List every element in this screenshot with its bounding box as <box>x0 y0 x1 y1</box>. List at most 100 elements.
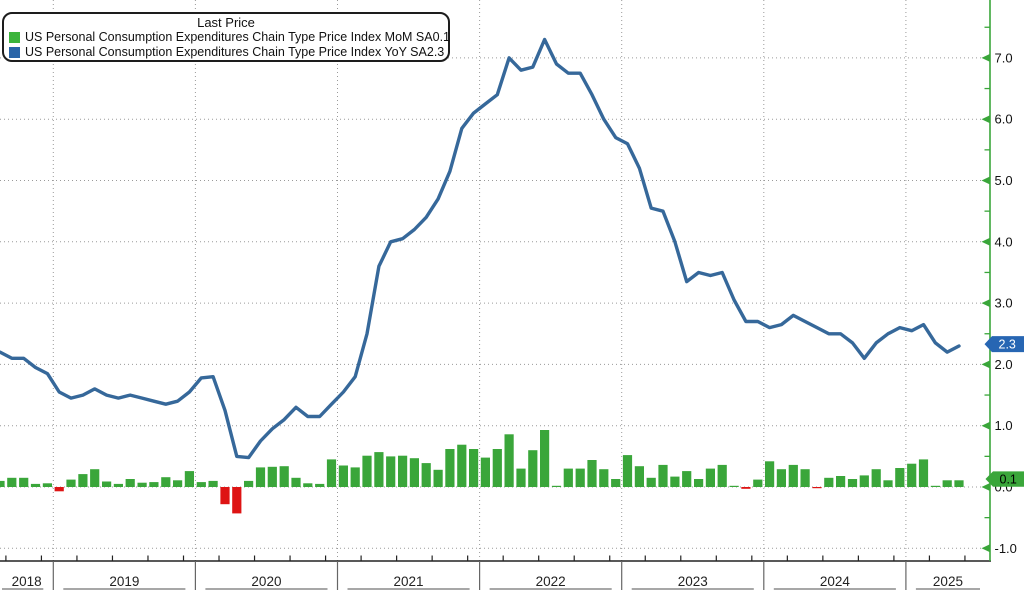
mom-bar <box>883 480 893 487</box>
yoy-badge-value: 2.3 <box>999 338 1016 352</box>
mom-bar <box>208 480 218 487</box>
mom-bar <box>516 468 526 487</box>
mom-bar <box>504 434 514 487</box>
mom-bar <box>492 449 502 487</box>
y-axis-label: 1.0 <box>995 418 1013 433</box>
mom-bar <box>658 464 668 487</box>
y-axis-tick-arrow-icon <box>981 483 990 491</box>
legend-label-mom: US Personal Consumption Expenditures Cha… <box>25 30 433 44</box>
mom-bar <box>599 469 609 487</box>
legend-label-yoy: US Personal Consumption Expenditures Cha… <box>25 45 427 59</box>
mom-bar <box>469 449 479 487</box>
mom-bar <box>137 482 147 487</box>
mom-bar <box>90 469 100 487</box>
mom-bar <box>7 477 17 487</box>
mom-bar <box>646 477 656 487</box>
mom-bar <box>362 455 372 487</box>
legend-row-yoy: US Personal Consumption Expenditures Cha… <box>9 45 444 60</box>
mom-bar <box>433 469 443 487</box>
mom-bar <box>942 480 952 487</box>
mom-bar <box>540 430 550 487</box>
legend-value-yoy: 2.3 <box>426 45 445 59</box>
mom-bar <box>66 479 76 487</box>
mom-bar <box>776 469 786 487</box>
mom-bar <box>729 485 739 487</box>
mom-bar <box>741 487 751 489</box>
mom-bar <box>149 482 159 487</box>
mom-bar <box>386 456 396 487</box>
mom-bar <box>244 480 254 487</box>
legend-value-mom: 0.1 <box>432 30 451 44</box>
mom-bar <box>78 474 88 487</box>
mom-last-value-badge <box>985 471 1024 487</box>
mom-bar <box>184 471 194 487</box>
year-label: 2025 <box>933 574 963 589</box>
mom-bar <box>918 459 929 487</box>
mom-bar <box>326 459 337 487</box>
year-label: 2019 <box>109 574 139 589</box>
mom-bar <box>694 479 704 487</box>
mom-bar <box>102 481 112 487</box>
mom-bar <box>480 457 490 487</box>
mom-bar <box>930 485 940 487</box>
y-axis-tick-arrow-icon <box>981 115 990 124</box>
mom-bar <box>563 468 573 487</box>
mom-bar <box>291 477 301 487</box>
chart-legend: Last Price US Personal Consumption Expen… <box>2 12 450 62</box>
mom-bar <box>836 476 846 487</box>
legend-title: Last Price <box>197 15 255 30</box>
mom-bar <box>871 469 881 487</box>
year-label: 2021 <box>394 574 424 589</box>
mom-bar <box>113 483 123 487</box>
y-axis-tick-arrow-icon <box>981 237 990 246</box>
y-axis-tick-arrow-icon <box>981 299 990 308</box>
mom-bar <box>717 464 727 487</box>
mom-bar <box>220 487 230 505</box>
y-axis-tick-arrow-icon <box>981 53 990 62</box>
y-axis-label: 5.0 <box>995 173 1013 188</box>
mom-bar <box>267 466 277 487</box>
mom-bar <box>457 444 467 487</box>
mom-bar <box>232 487 242 514</box>
legend-row-mom: US Personal Consumption Expenditures Cha… <box>9 30 450 45</box>
y-axis-tick-arrow-icon <box>981 544 990 553</box>
mom-bar <box>19 477 29 487</box>
mom-bar <box>812 487 822 489</box>
mom-bar <box>622 455 633 487</box>
mom-bar <box>682 471 692 487</box>
mom-bar <box>800 469 810 487</box>
mom-bar <box>824 477 834 487</box>
mom-bar <box>670 476 680 487</box>
year-label: 2024 <box>820 574 851 589</box>
y-axis-tick-arrow-icon <box>981 360 990 369</box>
y-axis-label: 3.0 <box>995 296 1013 311</box>
mom-bar <box>350 467 360 487</box>
year-label: 2023 <box>678 574 708 589</box>
mom-bar <box>705 468 715 487</box>
mom-bar <box>788 464 798 487</box>
mom-bar <box>338 465 348 487</box>
mom-bar <box>859 475 869 487</box>
y-axis-tick-arrow-icon <box>981 421 990 430</box>
mom-bar <box>196 482 206 487</box>
y-axis-label: 6.0 <box>995 112 1013 127</box>
mom-bar <box>753 479 763 487</box>
y-axis-tick-arrow-icon <box>981 176 990 185</box>
y-axis-label: -1.0 <box>995 541 1017 556</box>
year-label: 2022 <box>536 574 566 589</box>
mom-bar <box>528 450 538 487</box>
mom-bar <box>847 479 858 487</box>
mom-bar <box>315 483 325 487</box>
mom-bar <box>445 449 455 487</box>
mom-bar <box>398 455 408 487</box>
mom-bars-series <box>0 430 964 514</box>
mom-bar <box>895 468 905 487</box>
mom-bar <box>303 483 313 487</box>
mom-bar <box>587 460 597 487</box>
mom-bar <box>161 477 171 487</box>
mom-bar <box>634 466 644 487</box>
yoy-series-swatch-icon <box>9 47 20 58</box>
mom-bar <box>173 480 183 487</box>
mom-bar <box>54 487 64 492</box>
